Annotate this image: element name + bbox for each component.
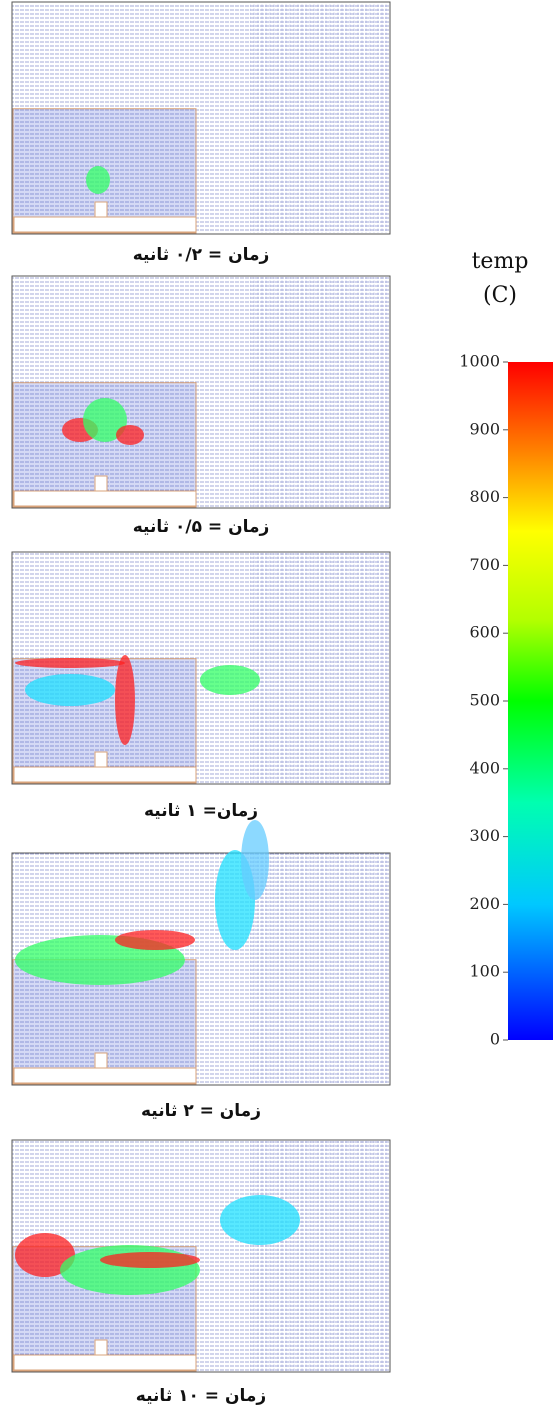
burner (95, 1053, 107, 1068)
far-field (250, 553, 389, 783)
panel-caption: زمان = ۰/۲ ثانیه (133, 245, 270, 265)
panel-caption: زمان= ۱ ثانیه (144, 801, 258, 821)
colorbar (508, 362, 553, 1040)
plume (241, 820, 269, 900)
plume (200, 665, 260, 695)
colorbar-tick-label: 900 (469, 419, 500, 438)
colorbar-tick-label: 400 (469, 758, 500, 777)
plume (60, 1245, 200, 1295)
burner (95, 202, 107, 217)
colorbar-tick-label: 200 (469, 894, 500, 913)
panel-caption: زمان = ۱۰ ثانیه (136, 1386, 266, 1406)
floor (14, 767, 196, 782)
colorbar-tick-label: 500 (469, 691, 500, 710)
plume (100, 1252, 200, 1268)
floor (14, 217, 196, 232)
plume (115, 930, 195, 950)
colorbar-tick-label: 0 (490, 1030, 500, 1049)
floor (14, 1355, 196, 1370)
panel-caption: زمان = ۰/۵ ثانیه (133, 517, 270, 537)
panel (12, 1140, 390, 1372)
figure: temp (C) زمان = ۰/۲ ثانیه زمان = ۰/۵ ثانی… (0, 0, 557, 1414)
panel (12, 2, 390, 234)
panel (12, 820, 390, 1085)
floor (14, 491, 196, 506)
far-field (250, 854, 389, 1084)
plume (15, 658, 125, 668)
colorbar-tick-label: 1000 (459, 352, 500, 371)
burner (95, 752, 107, 767)
plume (25, 674, 115, 706)
panel (12, 552, 390, 784)
colorbar-title: temp (472, 249, 529, 274)
colorbar-unit: (C) (483, 283, 517, 308)
panel (12, 276, 390, 508)
burner (95, 1340, 107, 1355)
panel-caption: زمان = ۲ ثانیه (141, 1101, 261, 1121)
far-field (250, 1141, 389, 1371)
burner (95, 476, 107, 491)
plume (220, 1195, 300, 1245)
colorbar-tick-label: 100 (469, 962, 500, 981)
colorbar-tick-label: 700 (469, 555, 500, 574)
colorbar-tick-label: 600 (469, 623, 500, 642)
plume (116, 425, 144, 445)
floor (14, 1068, 196, 1083)
plume (115, 655, 135, 745)
colorbar-tick-label: 800 (469, 487, 500, 506)
colorbar-tick-label: 300 (469, 826, 500, 845)
plume (86, 166, 110, 194)
far-field (250, 3, 389, 233)
far-field (250, 277, 389, 507)
